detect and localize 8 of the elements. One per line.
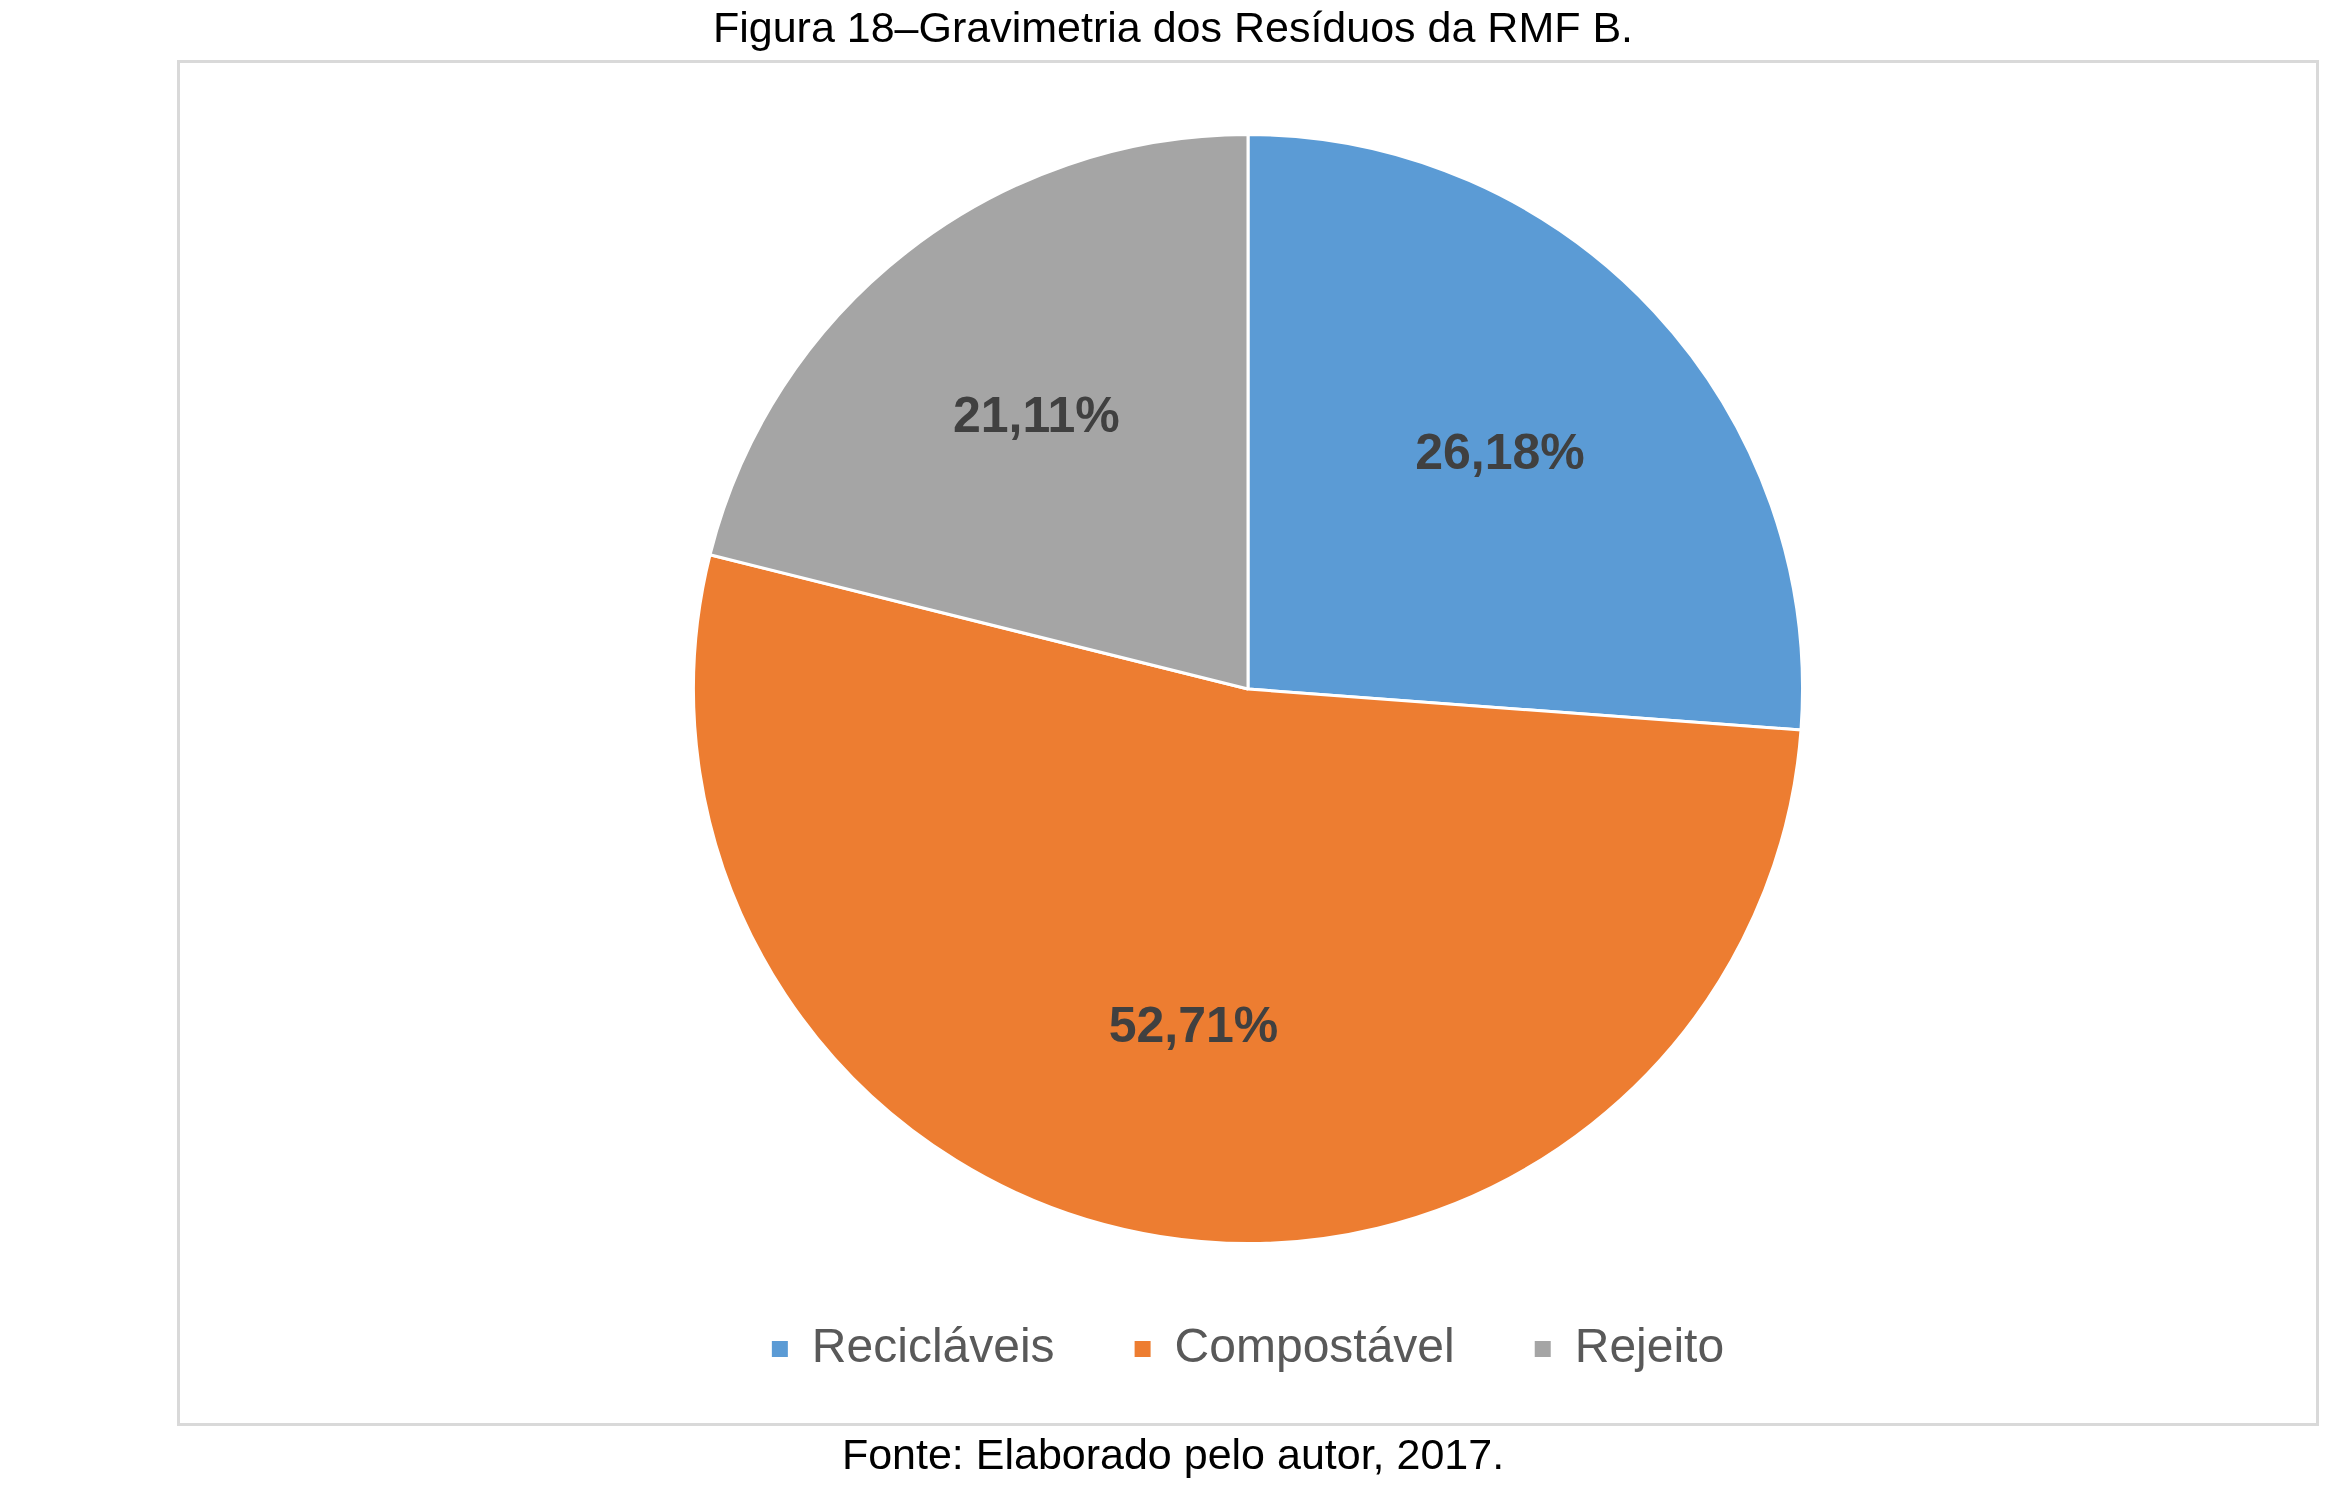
data-label: 21,11% [952,386,1120,443]
legend-label: Rejeito [1574,1319,1725,1373]
source-note: Fonte: Elaborado pelo autor, 2017. [840,1429,1506,1480]
data-label: 52,71% [1108,997,1279,1054]
data-label: 26,18% [1415,423,1585,480]
legend-label: Recicláveis [811,1319,1055,1373]
chart-title: Figura 18–Gravimetria dos Resíduos da RMF B. [711,2,1635,52]
legend-label: Compostável [1174,1319,1455,1373]
